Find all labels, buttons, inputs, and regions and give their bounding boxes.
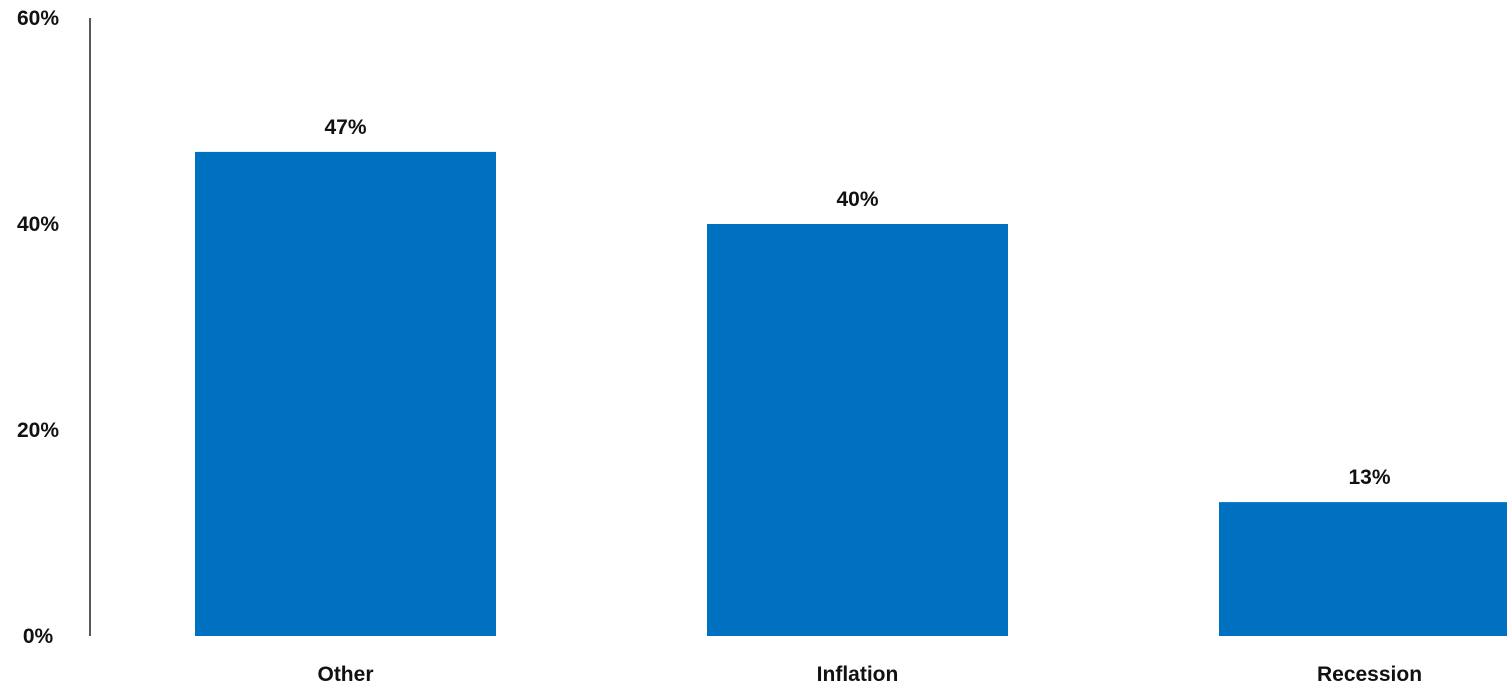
x-tick-label: Recession (1317, 663, 1422, 686)
data-label: 13% (1348, 466, 1390, 489)
bars (195, 151, 1507, 636)
y-axis-ticks: 0% 20% 40% 60% (17, 7, 59, 648)
y-tick-label: 20% (17, 419, 59, 442)
x-axis-labels: Other Inflation Recession (317, 663, 1422, 686)
bar-other (195, 151, 496, 636)
y-tick-label: 60% (17, 7, 59, 30)
data-label: 40% (836, 188, 878, 211)
y-tick-label: 0% (23, 625, 54, 648)
x-tick-label: Other (317, 663, 373, 686)
bar-inflation (707, 224, 1008, 636)
x-tick-label: Inflation (817, 663, 899, 686)
y-tick-label: 40% (17, 213, 59, 236)
bar-recession (1219, 502, 1507, 636)
data-label: 47% (324, 116, 366, 139)
data-labels: 47% 40% 13% (324, 116, 1390, 489)
